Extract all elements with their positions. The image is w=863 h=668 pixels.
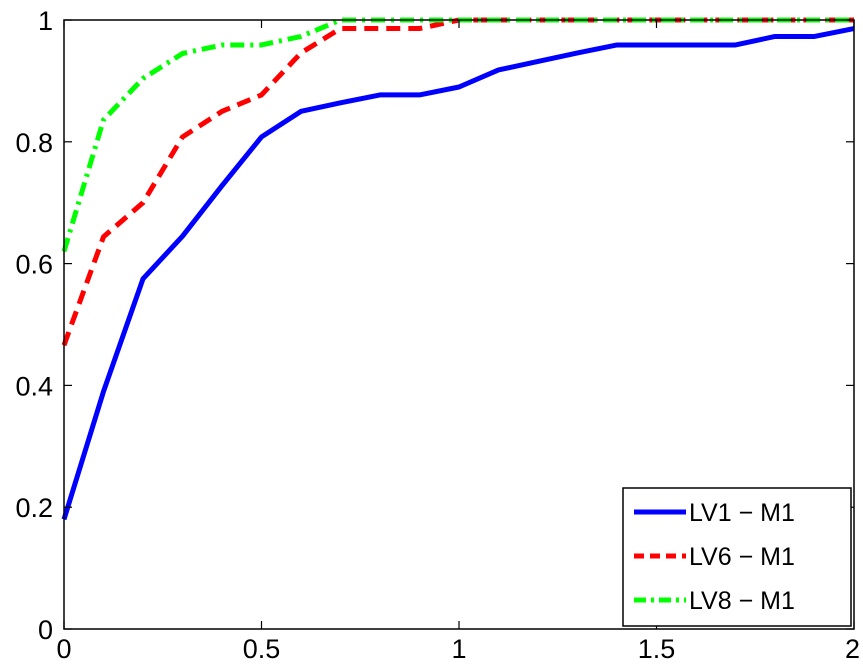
- legend-label-2: LV6 − M1: [689, 543, 795, 571]
- y-tick-label: 0.2: [15, 493, 53, 523]
- plot-lines: [61, 17, 855, 521]
- x-tick-label: 0: [56, 634, 71, 664]
- x-tick-label: 2: [845, 634, 860, 664]
- axis-ticks: 0 0.5 1 1.5 2 0 0.2 0.4 0.6 0.8 1: [15, 6, 860, 664]
- y-tick-label: 0: [38, 615, 53, 645]
- legend-label-3: LV8 − M1: [689, 587, 795, 615]
- y-tick-label: 0.6: [15, 250, 53, 280]
- y-tick-label: 0.4: [15, 371, 53, 401]
- y-tick-label: 1: [38, 6, 53, 36]
- series-line-2: [61, 17, 854, 347]
- series-line-1: [61, 26, 855, 521]
- legend-label-1: LV1 − M1: [689, 499, 795, 527]
- x-tick-label: 1.5: [638, 634, 676, 664]
- y-tick-label: 0.8: [15, 128, 53, 158]
- x-tick-label: 1: [451, 634, 466, 664]
- x-tick-label: 0.5: [243, 634, 281, 664]
- legend: LV1 − M1 LV6 − M1 LV8 − M1: [622, 487, 852, 627]
